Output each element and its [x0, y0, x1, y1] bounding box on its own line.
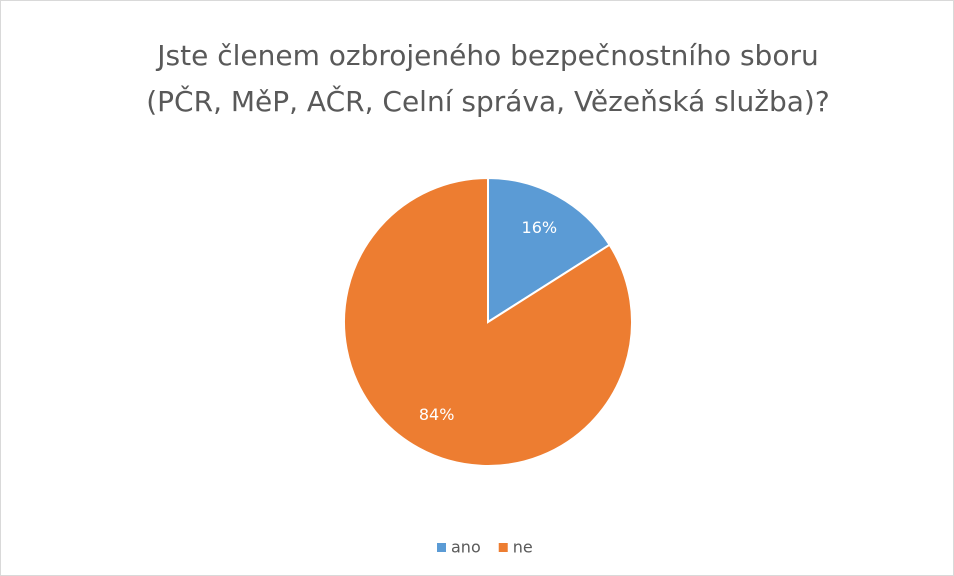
pie-slice [487, 176, 611, 324]
legend-label: ne [513, 538, 533, 557]
legend-label: ano [451, 538, 481, 557]
chart-title: (PČR, MěP, AČR, Celní správa, Vězeňská s… [146, 84, 829, 118]
data-label: 84% [419, 405, 455, 424]
legend-swatch [498, 543, 508, 552]
legend-swatch [437, 543, 446, 552]
chart-title: Jste členem ozbrojeného bezpečnostního s… [155, 39, 818, 72]
data-label: 16% [522, 218, 558, 237]
pie-slice [343, 176, 633, 467]
